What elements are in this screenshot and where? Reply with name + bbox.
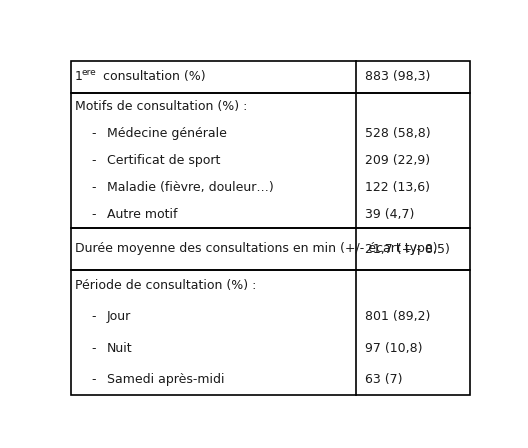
Text: Certificat de sport: Certificat de sport — [107, 154, 220, 167]
Text: -: - — [91, 127, 96, 140]
Text: Maladie (fièvre, douleur…): Maladie (fièvre, douleur…) — [107, 181, 274, 194]
Text: -: - — [91, 154, 96, 167]
Text: -: - — [91, 181, 96, 194]
Text: Samedi après-midi: Samedi après-midi — [107, 373, 224, 386]
Text: Médecine générale: Médecine générale — [107, 127, 227, 140]
Text: -: - — [91, 310, 96, 323]
Text: 528 (58,8): 528 (58,8) — [365, 127, 430, 140]
Text: 97 (10,8): 97 (10,8) — [365, 342, 422, 355]
Text: Jour: Jour — [107, 310, 131, 323]
Text: 209 (22,9): 209 (22,9) — [365, 154, 430, 167]
Text: Motifs de consultation (%) :: Motifs de consultation (%) : — [75, 100, 248, 113]
Text: -: - — [91, 342, 96, 355]
Text: ere: ere — [81, 68, 96, 77]
Text: 39 (4,7): 39 (4,7) — [365, 208, 414, 221]
Text: 122 (13,6): 122 (13,6) — [365, 181, 430, 194]
Text: -: - — [91, 208, 96, 221]
Text: Autre motif: Autre motif — [107, 208, 177, 221]
Text: consultation (%): consultation (%) — [99, 70, 205, 83]
Text: 1: 1 — [75, 70, 83, 83]
Text: Durée moyenne des consultations en min (+/- écart type): Durée moyenne des consultations en min (… — [75, 242, 438, 255]
Text: 883 (98,3): 883 (98,3) — [365, 70, 430, 83]
Text: Nuit: Nuit — [107, 342, 133, 355]
Text: 801 (89,2): 801 (89,2) — [365, 310, 430, 323]
Text: -: - — [91, 373, 96, 386]
Text: 21,7 (+/- 8,5): 21,7 (+/- 8,5) — [365, 242, 449, 255]
Text: Période de consultation (%) :: Période de consultation (%) : — [75, 279, 257, 292]
Text: 63 (7): 63 (7) — [365, 373, 402, 386]
